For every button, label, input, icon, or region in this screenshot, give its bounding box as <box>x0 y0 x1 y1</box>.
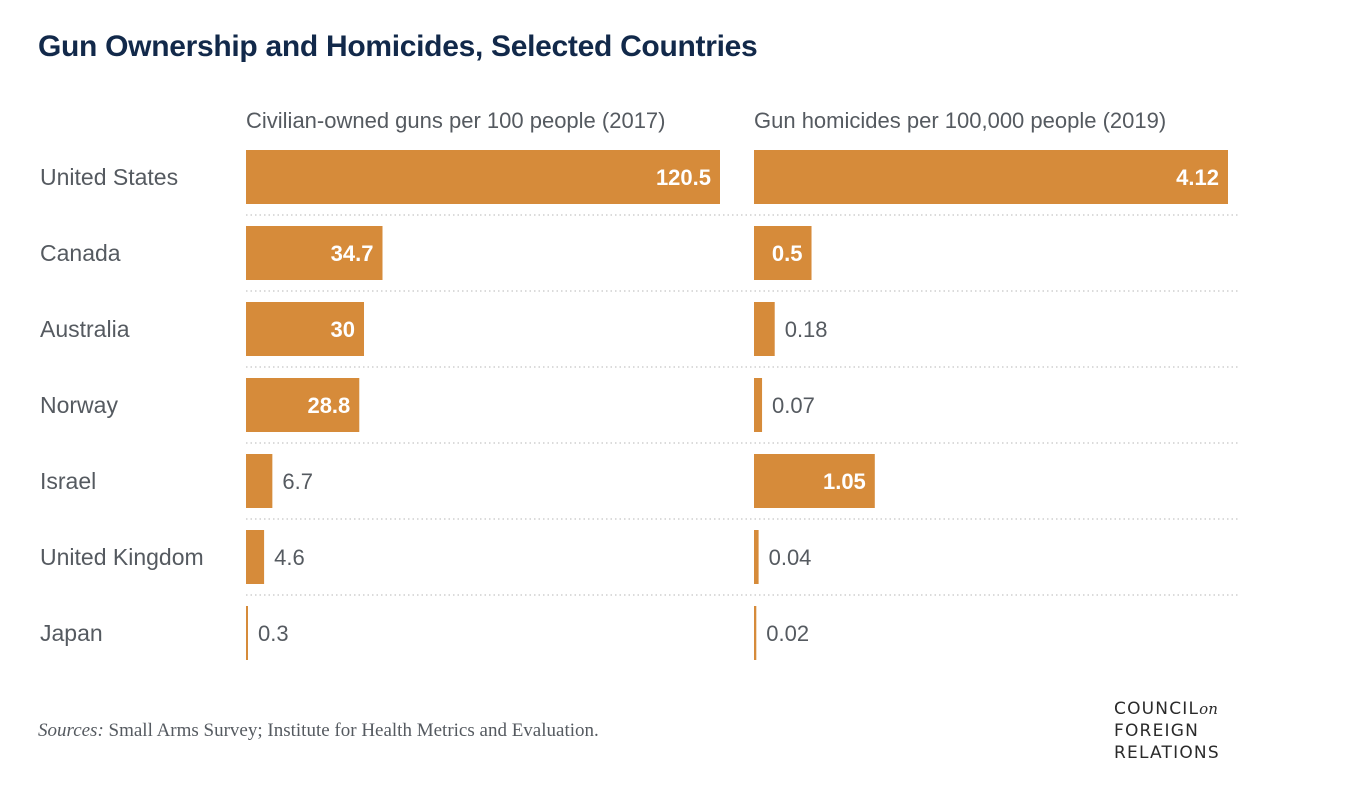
bar-guns-japan <box>246 606 248 660</box>
logo-line-3: RELATIONS <box>1114 743 1220 763</box>
bar-homicides-united-kingdom <box>754 530 759 584</box>
value-label-homicides-australia: 0.18 <box>785 317 828 342</box>
value-label-guns-canada: 34.7 <box>331 241 374 266</box>
value-label-homicides-united-kingdom: 0.04 <box>769 545 812 570</box>
sources-text: Small Arms Survey; Institute for Health … <box>103 720 599 741</box>
category-label-united-kingdom: United Kingdom <box>40 544 204 570</box>
bar-guns-canada <box>246 226 383 280</box>
bar-guns-israel <box>246 454 273 508</box>
logo-line-1: COUNCIL <box>1114 699 1200 719</box>
value-label-homicides-norway: 0.07 <box>772 393 815 418</box>
category-label-canada: Canada <box>40 240 121 266</box>
chart-title: Gun Ownership and Homicides, Selected Co… <box>38 30 758 63</box>
sources-lead: Sources: <box>38 720 104 741</box>
bar-homicides-canada <box>754 226 812 280</box>
sources-note: Sources: Small Arms Survey; Institute fo… <box>38 720 599 742</box>
logo-line-1-suffix: on <box>1199 700 1218 718</box>
value-label-homicides-canada: 0.5 <box>772 241 803 266</box>
logo-line-2: FOREIGN <box>1114 721 1200 741</box>
value-label-guns-norway: 28.8 <box>307 393 350 418</box>
category-label-norway: Norway <box>40 392 118 418</box>
value-label-guns-united-kingdom: 4.6 <box>274 545 305 570</box>
bar-guns-australia <box>246 302 365 356</box>
bar-homicides-australia <box>754 302 775 356</box>
value-label-guns-united-states: 120.5 <box>656 165 711 190</box>
category-label-japan: Japan <box>40 620 103 646</box>
value-label-homicides-united-states: 4.12 <box>1176 165 1219 190</box>
value-label-guns-australia: 30 <box>331 317 355 342</box>
bar-guns-united-states <box>246 150 720 204</box>
bar-homicides-japan <box>754 606 757 660</box>
value-label-guns-israel: 6.7 <box>282 469 313 494</box>
category-label-united-states: United States <box>40 164 178 190</box>
cfr-logo: COUNCILon FOREIGN RELATIONS <box>1114 698 1220 764</box>
bar-homicides-israel <box>754 454 875 508</box>
value-label-homicides-israel: 1.05 <box>823 469 866 494</box>
bar-homicides-united-states <box>754 150 1228 204</box>
bar-homicides-norway <box>754 378 763 432</box>
value-label-guns-japan: 0.3 <box>258 621 289 646</box>
category-label-australia: Australia <box>40 316 130 342</box>
category-label-israel: Israel <box>40 468 96 494</box>
bar-guns-norway <box>246 378 360 432</box>
panel-title-homicides: Gun homicides per 100,000 people (2019) <box>754 108 1167 133</box>
panel-title-guns: Civilian-owned guns per 100 people (2017… <box>246 108 666 133</box>
value-label-homicides-japan: 0.02 <box>766 621 809 646</box>
bar-chart: United States Canada Australia Norway Israel… <box>40 150 1238 660</box>
bar-guns-united-kingdom <box>246 530 265 584</box>
